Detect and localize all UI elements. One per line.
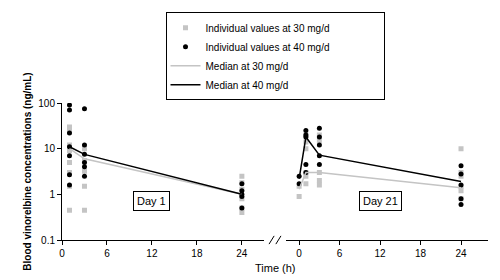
svg-text:Individual values at 40 mg/d: Individual values at 40 mg/d xyxy=(206,42,330,53)
svg-text:Day 1: Day 1 xyxy=(137,195,166,207)
svg-text:0: 0 xyxy=(296,248,302,259)
svg-text:100: 100 xyxy=(38,98,55,109)
svg-text:18: 18 xyxy=(415,248,427,259)
svg-text:6: 6 xyxy=(337,248,343,259)
svg-text:24: 24 xyxy=(455,248,467,259)
svg-text:Day 21: Day 21 xyxy=(363,195,398,207)
svg-text:1: 1 xyxy=(49,189,55,200)
svg-text:Time (h): Time (h) xyxy=(255,262,296,274)
svg-text:0: 0 xyxy=(59,248,65,259)
svg-text:Median at 40 mg/d: Median at 40 mg/d xyxy=(206,80,289,91)
svg-text:6: 6 xyxy=(104,248,110,259)
svg-text:Blood vinorelbine concentratio: Blood vinorelbine concentrations (ng/mL) xyxy=(22,72,33,270)
svg-text:24: 24 xyxy=(236,248,248,259)
svg-text:12: 12 xyxy=(146,248,158,259)
svg-text:18: 18 xyxy=(191,248,203,259)
svg-text:12: 12 xyxy=(375,248,387,259)
svg-text:Median at 30 mg/d: Median at 30 mg/d xyxy=(206,61,289,72)
svg-text:10: 10 xyxy=(44,143,56,154)
svg-text:Individual values at 30 mg/d: Individual values at 30 mg/d xyxy=(206,23,330,34)
svg-text:0.1: 0.1 xyxy=(41,235,55,246)
